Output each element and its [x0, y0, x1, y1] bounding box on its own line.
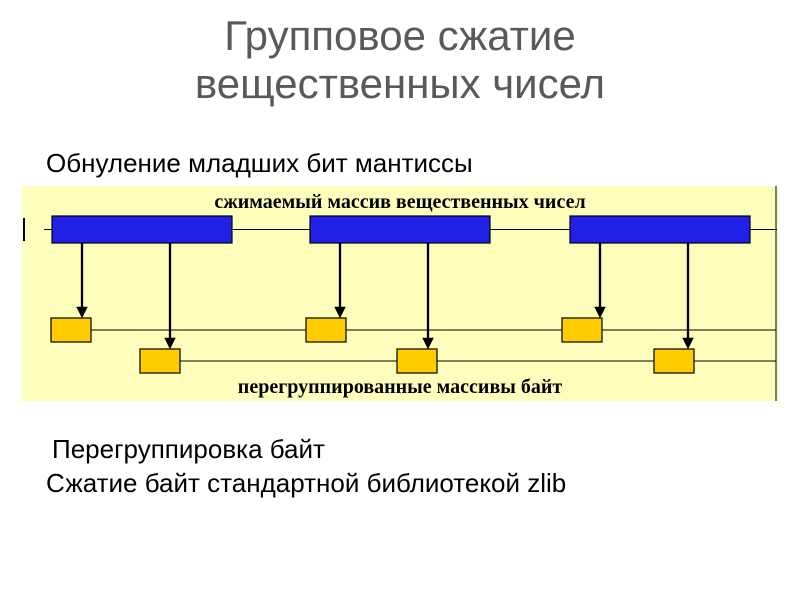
title-line2: вещественных чисел — [0, 60, 800, 108]
bullet-2: Перегруппировка байт — [52, 434, 325, 465]
title-line1: Групповое сжатие — [0, 12, 800, 60]
diagram-bottom-label: перегруппированные массивы байт — [238, 376, 563, 398]
byte-block-row2 — [397, 349, 437, 373]
byte-block-row2 — [140, 349, 180, 373]
byte-block-row1 — [51, 318, 91, 342]
byte-block-row1 — [562, 318, 602, 342]
slide: Групповое сжатие вещественных чисел Обну… — [0, 0, 800, 600]
bullet-3: Сжатие байт стандартной библиотекой zlib — [46, 468, 766, 500]
bullet-1: Обнуление младших бит мантиссы — [46, 148, 473, 179]
byte-block-row1 — [306, 318, 346, 342]
slide-title: Групповое сжатие вещественных чисел — [0, 12, 800, 109]
compression-diagram: сжимаемый массив вещественных чисел перег… — [22, 186, 778, 401]
byte-block-row2 — [654, 349, 694, 373]
source-block — [52, 216, 232, 243]
diagram-top-label: сжимаемый массив вещественных чисел — [214, 191, 585, 213]
source-block — [570, 216, 750, 243]
source-block — [310, 216, 490, 243]
